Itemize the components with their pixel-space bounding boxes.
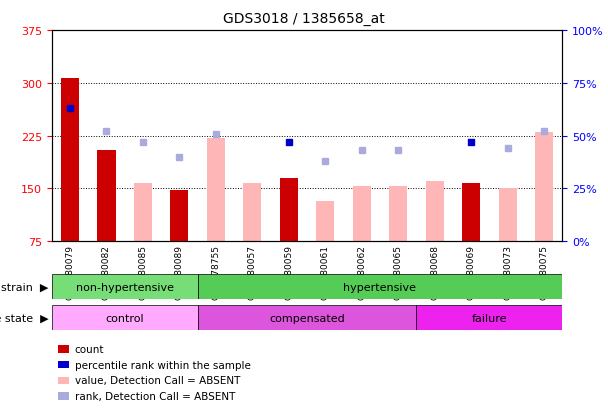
Bar <box>316 202 334 242</box>
Bar <box>462 184 480 242</box>
Text: percentile rank within the sample: percentile rank within the sample <box>75 360 250 370</box>
Bar <box>61 79 79 242</box>
Bar <box>198 275 562 299</box>
Bar <box>52 275 198 299</box>
Text: strain  ▶: strain ▶ <box>1 282 49 292</box>
Bar <box>243 184 261 242</box>
Text: failure: failure <box>472 313 507 323</box>
Text: GDS3018 / 1385658_at: GDS3018 / 1385658_at <box>223 12 385 26</box>
Bar <box>170 190 188 242</box>
Text: rank, Detection Call = ABSENT: rank, Detection Call = ABSENT <box>75 391 235 401</box>
Text: control: control <box>105 313 144 323</box>
Text: disease state  ▶: disease state ▶ <box>0 313 49 323</box>
Text: count: count <box>75 344 105 354</box>
Bar <box>535 133 553 242</box>
Text: hypertensive: hypertensive <box>344 282 416 292</box>
Bar <box>207 138 225 242</box>
Bar <box>353 187 371 242</box>
Bar <box>426 182 444 242</box>
Text: non-hypertensive: non-hypertensive <box>75 282 174 292</box>
Bar <box>280 178 298 242</box>
Text: compensated: compensated <box>269 313 345 323</box>
Bar <box>198 306 416 330</box>
Bar <box>52 306 198 330</box>
Bar <box>389 187 407 242</box>
Bar <box>134 184 152 242</box>
Bar <box>499 189 517 242</box>
Text: value, Detection Call = ABSENT: value, Detection Call = ABSENT <box>75 375 240 385</box>
Bar <box>97 150 116 242</box>
Bar <box>416 306 562 330</box>
